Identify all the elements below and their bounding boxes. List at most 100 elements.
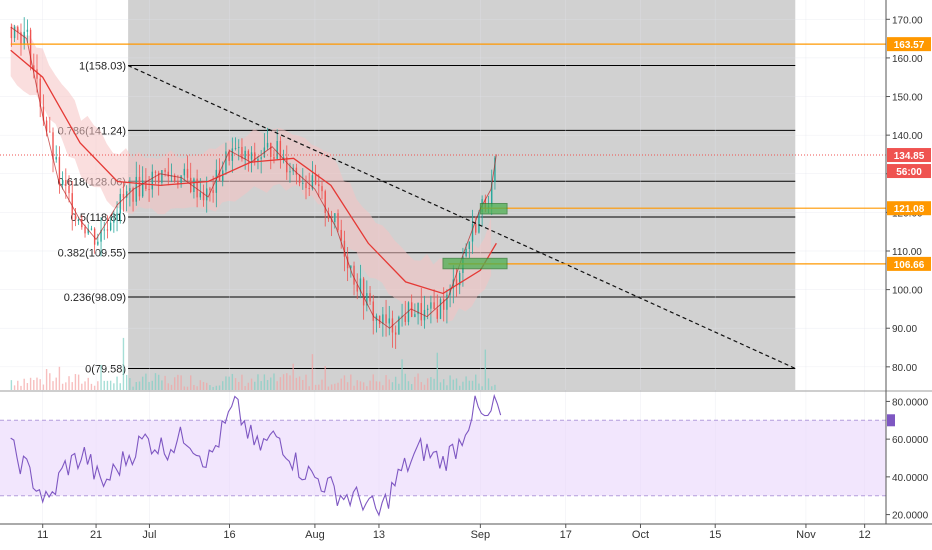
candle-body [125, 191, 128, 198]
volume-bar [20, 385, 22, 390]
candle-body [321, 186, 323, 192]
candle-body [330, 218, 333, 223]
candle-body [129, 188, 131, 192]
volume-bar [151, 380, 153, 390]
fib-level-label: 0.236(98.09) [64, 292, 126, 304]
candle-body [279, 140, 282, 160]
candle-body [494, 157, 496, 183]
candle-body [65, 179, 67, 186]
candle-body [459, 272, 461, 286]
volume-bar [475, 374, 477, 390]
candle-body [39, 78, 41, 107]
candle-body [106, 229, 109, 231]
price-badges: 163.57 121.08 106.66 134.85 56:00 [887, 37, 931, 427]
volume-bar [52, 381, 54, 390]
trendline[interactable] [127, 64, 796, 369]
volume-bar [388, 379, 390, 390]
candle-body [343, 240, 346, 257]
candle-body [385, 314, 387, 324]
volume-bar [350, 374, 352, 390]
volume-bar [129, 378, 131, 390]
volume-bar [292, 363, 294, 390]
volume-bar [305, 374, 307, 390]
moving-average-line [10, 49, 497, 295]
candle-body [340, 229, 342, 241]
highlight-box[interactable] [442, 257, 508, 270]
volume-bar [254, 381, 256, 390]
candle-body [199, 192, 202, 198]
volume-bar [164, 375, 166, 390]
volume-bar [385, 375, 387, 390]
volume-bar [366, 386, 368, 390]
candle-body [334, 213, 336, 223]
candle-body [100, 230, 102, 242]
time-axis-label: 12 [859, 529, 871, 541]
candle-body [58, 157, 61, 186]
time-axis-label: 11 [37, 529, 48, 541]
candle-body [225, 151, 227, 171]
volume-bar [443, 379, 445, 390]
rsi-line [10, 393, 502, 517]
candle-body [289, 171, 291, 173]
volume-bar [289, 375, 291, 390]
volume-bar [225, 376, 227, 390]
volume-bar [298, 376, 301, 390]
volume-bar [199, 380, 202, 390]
volume-bar [359, 381, 362, 390]
candle-body [42, 106, 45, 121]
volume-bar [26, 383, 29, 390]
candle-body [231, 148, 234, 161]
volume-bar [55, 377, 57, 390]
level-price-badge [887, 37, 931, 52]
time-axis-label: 16 [223, 529, 235, 541]
candle-body [305, 182, 307, 189]
candle-body [183, 168, 186, 176]
volume-bar [311, 354, 314, 390]
level-price-badge-text: 163.57 [894, 40, 925, 51]
volume-bar [334, 383, 336, 390]
price-series [10, 17, 497, 349]
volume-bar [481, 386, 483, 390]
current-price-badge-text: 134.85 [894, 151, 925, 162]
volume-bar [279, 377, 282, 390]
highlight-box[interactable] [479, 202, 508, 215]
candle-body [135, 176, 137, 202]
volume-bar [407, 381, 410, 390]
time-axis-label: Oct [632, 529, 649, 541]
volume-bars [10, 337, 496, 390]
time-axis-label: 15 [709, 529, 721, 541]
rsi-axis-tick-label: 60.0000 [892, 435, 929, 446]
candle-body [404, 315, 406, 322]
candle-body [394, 332, 397, 335]
volume-bar [36, 377, 38, 390]
volume-bar [13, 385, 16, 390]
price-axis-tick-label: 160.00 [892, 54, 923, 65]
candle-body [228, 151, 230, 161]
indicator-cloud [10, 23, 492, 322]
candle-body [436, 308, 438, 319]
volume-bar [84, 381, 86, 390]
candle-body [250, 152, 253, 160]
drawings[interactable] [0, 43, 886, 369]
candle-body [113, 220, 115, 223]
fib-level-label: 0.5(118.81) [71, 212, 126, 224]
candle-body [29, 29, 32, 66]
volume-bar [190, 375, 192, 390]
rsi-axis-tick-label: 20.0000 [892, 511, 929, 522]
candle-body [119, 193, 121, 214]
candle-body [45, 120, 48, 132]
volume-bar [93, 385, 96, 390]
candle-body [109, 222, 112, 231]
candle-body [478, 211, 480, 233]
volume-bar [330, 384, 333, 390]
candle-body [270, 142, 272, 157]
candle-body [372, 301, 374, 321]
volume-bar [148, 381, 150, 390]
countdown-badge [887, 164, 931, 179]
volume-bar [215, 385, 218, 390]
volume-bar [401, 359, 403, 390]
candle-body [138, 176, 141, 197]
candle-body [164, 170, 166, 172]
volume-bar [193, 384, 195, 390]
